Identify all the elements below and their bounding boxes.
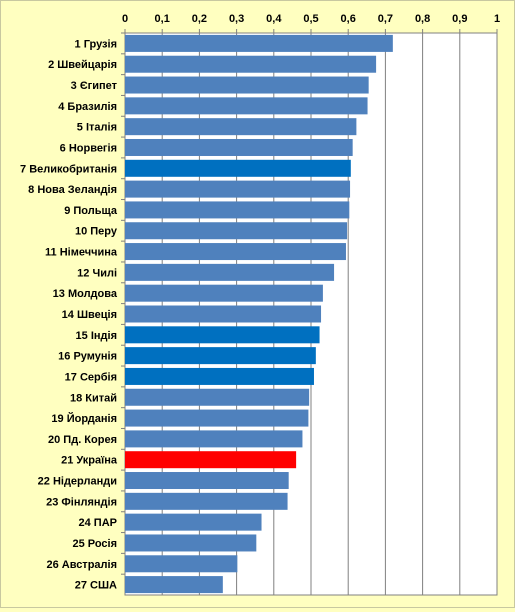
category-label: 10 Перу: [75, 226, 118, 238]
category-label: 4 Бразилія: [58, 101, 117, 113]
category-label: 18 Китай: [70, 392, 117, 404]
category-label: 6 Норвегія: [60, 142, 117, 154]
category-label: 16 Румунія: [58, 351, 117, 363]
category-label: 19 Йорданія: [51, 412, 117, 425]
x-tick-label: 0,9: [452, 13, 467, 25]
category-label: 12 Чилі: [77, 267, 117, 279]
x-tick-label: 1: [494, 13, 500, 25]
x-tick-labels: 0 0,1 0,2 0,3 0,4 0,5 0,6 0,7 0,8 0,9 1: [122, 13, 500, 33]
bar: [125, 576, 223, 594]
category-label: 13 Молдова: [53, 288, 118, 300]
category-label: 3 Єгипет: [71, 80, 118, 92]
x-tick-label: 0,1: [155, 13, 170, 25]
category-label: 9 Польща: [64, 205, 118, 217]
bar: [125, 243, 346, 261]
x-tick-label: 0: [122, 13, 128, 25]
bar: [125, 138, 353, 156]
category-label: 23 Фінляндія: [46, 496, 117, 508]
bar: [125, 430, 303, 448]
x-tick-label: 0,8: [415, 13, 430, 25]
category-label: 15 Індія: [76, 330, 117, 342]
bar: [125, 118, 357, 136]
bar: [125, 347, 316, 365]
category-label: 21 Україна: [61, 455, 118, 467]
category-label: 5 Італія: [77, 122, 117, 134]
bar: [125, 222, 348, 240]
bar: [125, 492, 288, 510]
x-tick-label: 0,3: [229, 13, 244, 25]
x-tick-label: 0,2: [192, 13, 207, 25]
category-label: 1 Грузія: [75, 38, 117, 50]
category-label: 17 Сербія: [65, 371, 117, 383]
bar: [125, 284, 323, 302]
bar: [125, 159, 351, 177]
category-label: 14 Швеція: [62, 309, 117, 321]
x-tick-label: 0,4: [266, 13, 282, 25]
bar: [125, 472, 289, 490]
bar: [125, 367, 314, 385]
bar: [125, 388, 310, 406]
bar: [125, 263, 335, 281]
bar: [125, 451, 297, 469]
bar: [125, 55, 377, 73]
category-label: 20 Пд. Корея: [48, 434, 117, 446]
bar: [125, 513, 262, 531]
category-label: 27 США: [75, 580, 117, 592]
bar: [125, 534, 257, 552]
category-labels: 1 Грузія 2 Швейцарія 3 Єгипет 4 Бразилія 5 І…: [20, 32, 125, 592]
x-tick-label: 0,7: [378, 13, 393, 25]
bar: [125, 305, 322, 323]
bar: [125, 180, 351, 198]
category-label: 26 Австралія: [46, 559, 117, 571]
bar: [125, 97, 368, 115]
category-label: 25 Росія: [72, 538, 117, 550]
category-label: 8 Нова Зеландія: [28, 184, 117, 196]
bar: [125, 201, 350, 219]
bar: [125, 326, 320, 344]
x-tick-label: 0,5: [303, 13, 318, 25]
bar: [125, 76, 369, 94]
category-label: 22 Нідерланди: [38, 476, 117, 488]
category-label: 24 ПАР: [79, 517, 117, 529]
bars: [125, 34, 393, 594]
bar: [125, 409, 309, 427]
bar: [125, 555, 238, 573]
category-label: 11 Німеччина: [45, 247, 118, 259]
x-tick-label: 0,6: [341, 13, 356, 25]
category-label: 2 Швейцарія: [48, 59, 117, 71]
category-label: 7 Великобританія: [20, 163, 117, 175]
bar: [125, 34, 393, 52]
